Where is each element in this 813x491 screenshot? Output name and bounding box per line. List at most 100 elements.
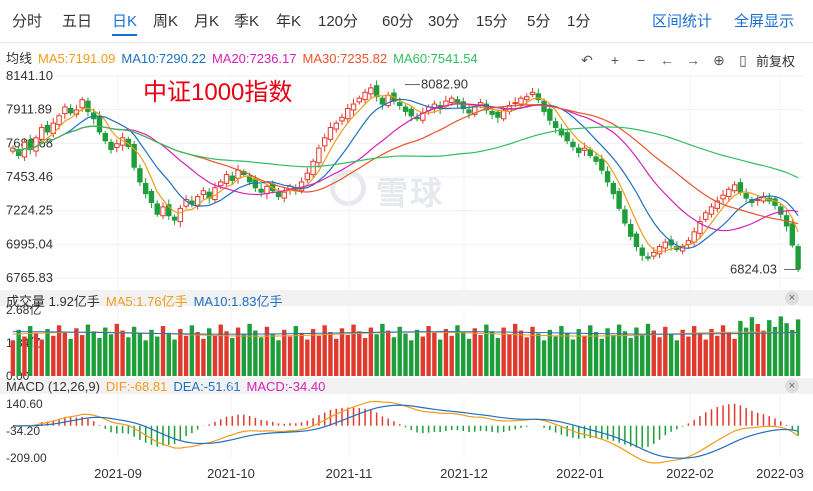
candle-body: [749, 199, 755, 203]
tab-10[interactable]: 15分: [476, 13, 508, 30]
volume-bar: [738, 320, 743, 376]
candle-body: [731, 184, 738, 192]
collapse-macd-icon[interactable]: ×: [785, 379, 799, 393]
volume-bar: [201, 338, 206, 376]
candle-body: [500, 109, 507, 120]
volume-bar: [449, 335, 454, 376]
volume-bar: [461, 332, 466, 376]
candle-body: [506, 105, 513, 112]
tab-1[interactable]: 五日: [62, 13, 93, 30]
price-tick-label: 8141.10: [6, 68, 53, 83]
candle-body: [772, 198, 778, 206]
candle-body: [229, 175, 235, 181]
volume-bar: [305, 339, 310, 376]
volume-bar: [131, 326, 137, 376]
volume-bar: [247, 323, 252, 376]
candle-body: [79, 99, 85, 109]
candle-body: [171, 216, 178, 221]
tab-8[interactable]: 60分: [382, 13, 414, 30]
undo-icon[interactable]: ↶: [581, 52, 593, 68]
dif-line: [12, 400, 799, 464]
collapse-volume-icon[interactable]: ×: [785, 291, 799, 305]
volume-bar: [489, 331, 495, 376]
volume-bar: [310, 329, 316, 376]
tab-3[interactable]: 周K: [153, 13, 179, 30]
macd-legend: MACD (12,26,9) DIF:-68.81 DEA:-51.61 MACD:-…: [6, 379, 331, 394]
tab-0[interactable]: 分时: [12, 13, 43, 30]
candle-body: [703, 212, 709, 220]
candle-body: [599, 158, 605, 171]
move-right-icon[interactable]: →: [686, 52, 700, 68]
tab-4[interactable]: 月K: [194, 13, 220, 30]
macd-tick-label: -209.00: [6, 451, 47, 465]
candle-body: [44, 124, 51, 133]
volume-bar: [126, 337, 131, 376]
candle-body: [726, 188, 732, 198]
tab-11[interactable]: 5分: [527, 13, 551, 30]
volume-bar: [33, 332, 39, 376]
candle-body: [327, 127, 334, 140]
crosshair-icon[interactable]: ⊕: [713, 52, 725, 68]
tab-9[interactable]: 30分: [428, 13, 460, 30]
zoom-out-icon[interactable]: −: [636, 52, 646, 68]
volume-bar: [599, 338, 605, 376]
range-stats-link[interactable]: 区间统计: [652, 13, 713, 30]
candle-body: [108, 141, 114, 151]
candle-body: [570, 141, 576, 148]
candle-body: [408, 108, 414, 117]
volume-bar: [795, 319, 801, 376]
price-tick-label: 7682.68: [6, 135, 53, 150]
candle-body: [235, 169, 241, 179]
volume-bar: [668, 333, 674, 376]
volume-bar: [189, 325, 195, 376]
volume-bar: [726, 332, 732, 376]
candle-body: [512, 102, 518, 105]
volume-bar: [195, 332, 200, 376]
volume-bar: [484, 324, 489, 376]
tab-5[interactable]: 季K: [234, 13, 260, 30]
candle-body: [633, 233, 640, 248]
volume-bar: [432, 332, 437, 376]
high-label: 8082.90: [421, 77, 468, 92]
volume-bar: [576, 329, 581, 376]
tab-7[interactable]: 120分: [318, 13, 359, 30]
volume-bar: [276, 340, 281, 376]
volume-bar: [114, 323, 120, 376]
volume-bar: [385, 330, 391, 376]
volume-bar: [691, 326, 697, 376]
candle-body: [246, 175, 253, 183]
volume-bar: [541, 340, 547, 376]
volume-bar: [155, 336, 160, 376]
candle-body: [67, 107, 74, 114]
move-left-icon[interactable]: ←: [660, 52, 674, 68]
tab-12[interactable]: 1分: [567, 13, 591, 30]
candle-body: [368, 87, 374, 95]
x-tick-label: 2021-10: [207, 466, 255, 481]
volume-bar: [743, 327, 749, 376]
candle-body: [754, 199, 761, 202]
tab-2[interactable]: 日K: [112, 10, 138, 36]
candle-body: [160, 206, 166, 217]
volume-bar: [253, 330, 258, 376]
volume-bar: [391, 337, 397, 376]
adjust-selector[interactable]: 前复权: [756, 54, 796, 69]
candle-body: [91, 112, 97, 120]
candle-body: [241, 171, 247, 176]
volume-bar: [530, 326, 535, 376]
candle-body: [350, 103, 357, 111]
volume-bar: [524, 337, 529, 376]
candle-body: [373, 85, 380, 98]
display-toggle-icon[interactable]: ▯: [739, 52, 747, 68]
volume-bar: [784, 323, 789, 376]
candle-body: [264, 185, 270, 195]
zoom-in-icon[interactable]: +: [610, 52, 620, 68]
fullscreen-link[interactable]: 全屏显示: [734, 13, 795, 30]
tab-6[interactable]: 年K: [276, 13, 302, 30]
candle-body: [472, 106, 478, 115]
low-label: 6824.03: [730, 261, 777, 276]
volume-bar: [570, 339, 576, 376]
volume-bar: [501, 327, 506, 376]
candle-body: [431, 103, 438, 109]
candle-body: [258, 188, 264, 193]
volume-bar: [732, 338, 737, 376]
